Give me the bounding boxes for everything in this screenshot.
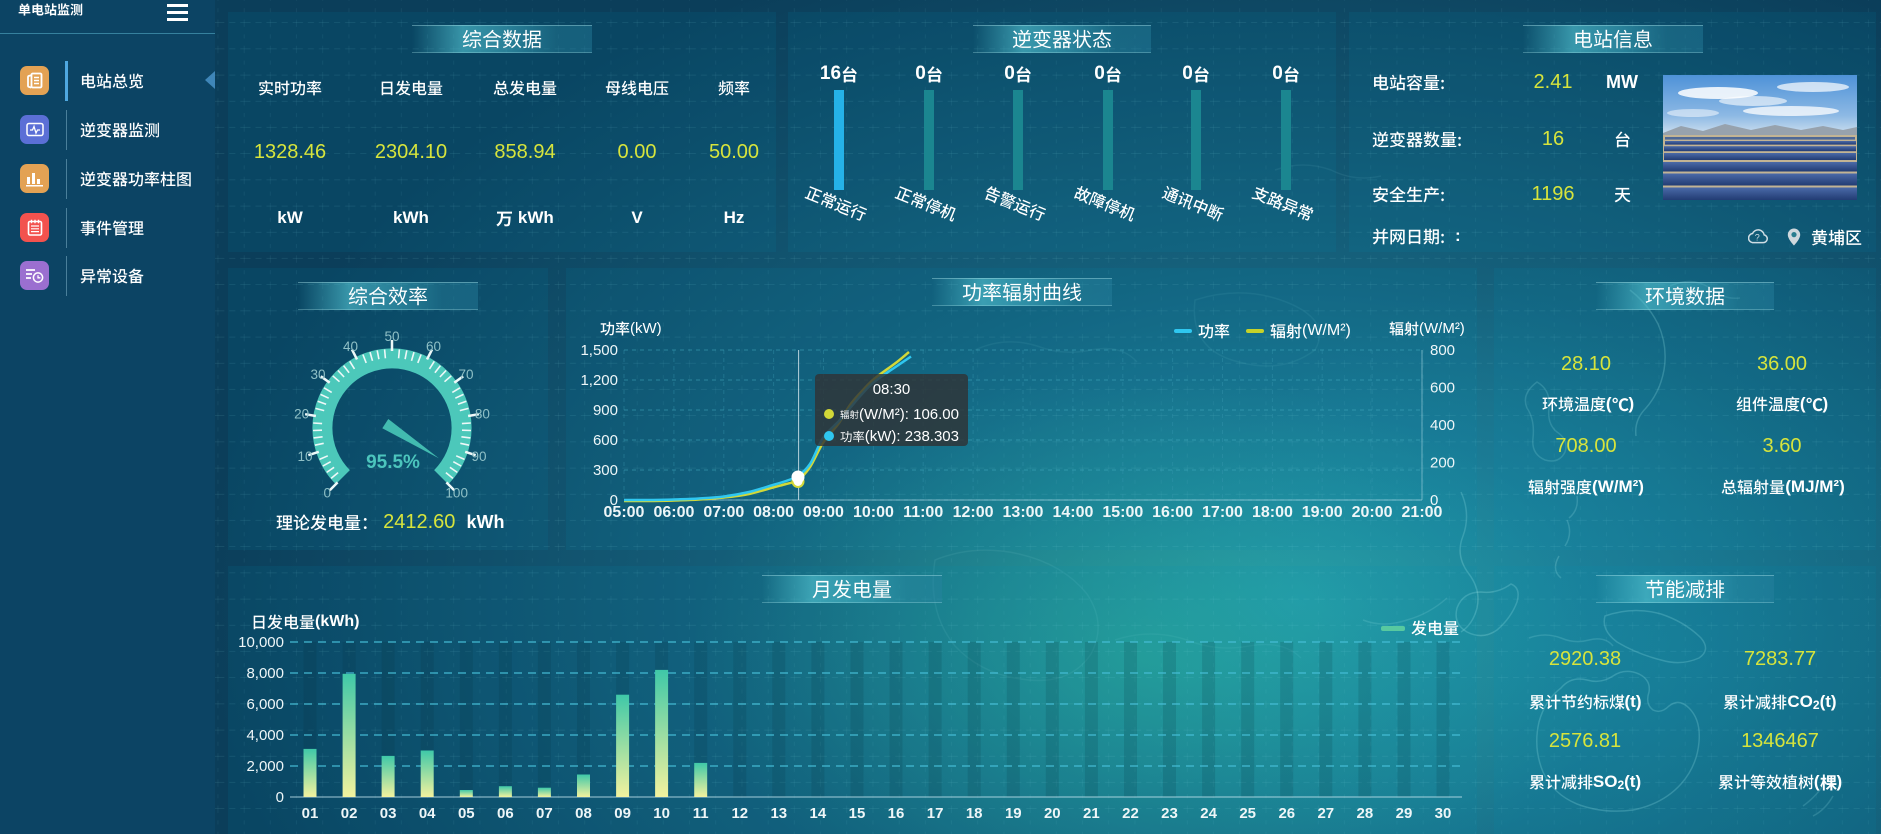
svg-text:05: 05 (458, 805, 475, 822)
svg-text:14: 14 (810, 805, 827, 822)
svg-text:17: 17 (927, 805, 944, 822)
svg-text:25: 25 (1239, 805, 1256, 822)
svg-text:19:00: 19:00 (1302, 504, 1343, 521)
svg-text:?: ? (1755, 233, 1760, 243)
svg-text:15:00: 15:00 (1102, 504, 1143, 521)
svg-text:0: 0 (610, 492, 618, 509)
svg-text:20: 20 (294, 406, 309, 421)
svg-text:08: 08 (575, 805, 592, 822)
svg-text:400: 400 (1430, 417, 1455, 434)
svg-text:10: 10 (653, 805, 670, 822)
svg-text:16:00: 16:00 (1152, 504, 1193, 521)
svg-text:90: 90 (471, 449, 486, 464)
svg-text:100: 100 (445, 485, 468, 500)
svg-text:18:00: 18:00 (1252, 504, 1293, 521)
svg-text:900: 900 (593, 402, 618, 419)
svg-text:8,000: 8,000 (246, 665, 284, 682)
svg-text:11: 11 (693, 805, 709, 822)
svg-text:11:00: 11:00 (903, 504, 943, 521)
svg-text:70: 70 (458, 367, 473, 382)
svg-text:200: 200 (1430, 455, 1455, 472)
svg-text:03: 03 (380, 805, 397, 822)
svg-text:08:00: 08:00 (753, 504, 794, 521)
svg-text:12: 12 (731, 805, 748, 822)
svg-text:20: 20 (1044, 805, 1061, 822)
svg-text:23: 23 (1161, 805, 1178, 822)
svg-text:01: 01 (302, 805, 319, 822)
svg-text:20:00: 20:00 (1352, 504, 1393, 521)
svg-text:24: 24 (1200, 805, 1217, 822)
svg-text:09: 09 (614, 805, 631, 822)
svg-text:09:00: 09:00 (803, 504, 844, 521)
svg-text:26: 26 (1278, 805, 1295, 822)
svg-text:40: 40 (343, 339, 358, 354)
svg-text:2,000: 2,000 (246, 758, 284, 775)
svg-text:06: 06 (497, 805, 514, 822)
svg-text:800: 800 (1430, 342, 1455, 359)
svg-text:300: 300 (593, 462, 618, 479)
svg-text:06:00: 06:00 (653, 504, 694, 521)
svg-text:07: 07 (536, 805, 553, 822)
svg-text:21: 21 (1083, 805, 1100, 822)
svg-text:60: 60 (426, 339, 441, 354)
svg-text:29: 29 (1396, 805, 1413, 822)
svg-text:28: 28 (1357, 805, 1374, 822)
svg-text:17:00: 17:00 (1202, 504, 1243, 521)
svg-text:05:00: 05:00 (604, 504, 645, 521)
svg-text:13: 13 (770, 805, 787, 822)
svg-text:600: 600 (593, 432, 618, 449)
svg-text:13:00: 13:00 (1003, 504, 1044, 521)
svg-text:1,200: 1,200 (580, 372, 618, 389)
svg-text:30: 30 (1435, 805, 1452, 822)
svg-text:16: 16 (888, 805, 905, 822)
svg-text:10,000: 10,000 (238, 634, 284, 651)
svg-text:14:00: 14:00 (1052, 504, 1093, 521)
svg-text:02: 02 (341, 805, 358, 822)
svg-text:0: 0 (1430, 492, 1438, 509)
svg-text:80: 80 (475, 406, 490, 421)
svg-text:1,500: 1,500 (580, 342, 618, 359)
svg-text:18: 18 (966, 805, 983, 822)
svg-text:07:00: 07:00 (703, 504, 744, 521)
svg-text:10:00: 10:00 (853, 504, 894, 521)
svg-text:21:00: 21:00 (1402, 504, 1443, 521)
svg-text:22: 22 (1122, 805, 1139, 822)
svg-text:0: 0 (324, 485, 332, 500)
svg-text:12:00: 12:00 (953, 504, 994, 521)
svg-text:0: 0 (276, 789, 284, 806)
svg-text:30: 30 (310, 367, 325, 382)
svg-text:15: 15 (849, 805, 866, 822)
svg-text:19: 19 (1005, 805, 1022, 822)
svg-text:50: 50 (384, 329, 399, 344)
svg-text:10: 10 (297, 449, 312, 464)
svg-text:4,000: 4,000 (246, 727, 284, 744)
svg-text:27: 27 (1317, 805, 1334, 822)
svg-text:04: 04 (419, 805, 436, 822)
svg-text:600: 600 (1430, 380, 1455, 397)
svg-text:6,000: 6,000 (246, 696, 284, 713)
